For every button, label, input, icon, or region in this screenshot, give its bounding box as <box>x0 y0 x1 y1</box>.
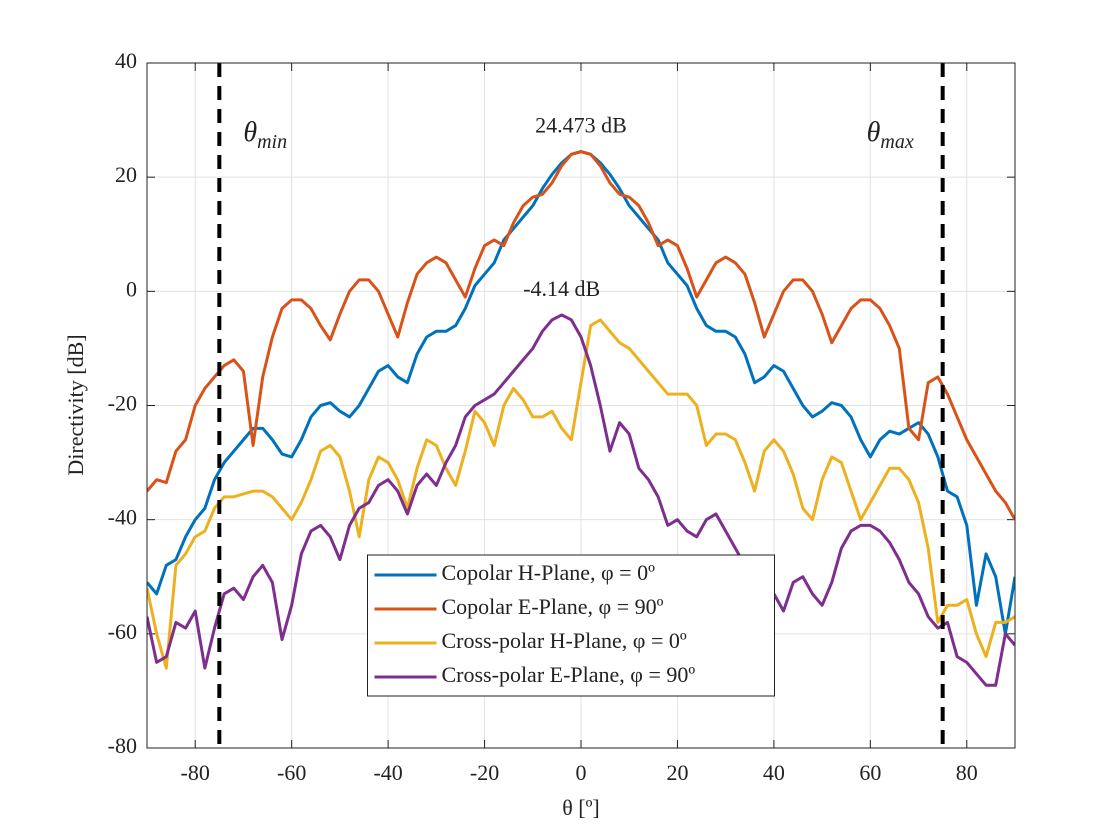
x-tick-label: -80 <box>181 760 210 785</box>
y-tick-label: -20 <box>108 391 137 416</box>
data-line <box>147 313 1015 687</box>
y-tick-label: 40 <box>115 48 137 73</box>
x-axis-label: θ [º] <box>562 795 600 820</box>
legend-label: Cross-polar H-Plane, φ = 0º <box>442 628 687 653</box>
limit-symbol: θ <box>867 117 881 148</box>
limit-label: θmax <box>867 117 914 152</box>
data-line <box>147 318 1015 670</box>
y-tick-label: -40 <box>108 505 137 530</box>
x-tick-label: 40 <box>763 760 785 785</box>
legend-label: Copolar H-Plane, φ = 0º <box>442 560 656 585</box>
y-tick-label: -80 <box>108 733 137 758</box>
x-tick-label: -20 <box>470 760 499 785</box>
x-tick-label: 20 <box>666 760 688 785</box>
x-tick-label: -40 <box>373 760 402 785</box>
x-tick-label: -60 <box>277 760 306 785</box>
limit-label: θmin <box>243 117 287 152</box>
y-tick-label: 20 <box>115 162 137 187</box>
x-tick-label: 60 <box>859 760 881 785</box>
y-axis-label: Directivity [dB] <box>63 334 88 475</box>
x-tick-label: 80 <box>956 760 978 785</box>
x-tick-label: 0 <box>576 760 587 785</box>
plot-area <box>147 150 1015 687</box>
y-tick-label: 0 <box>126 276 137 301</box>
annotation: 24.473 dB <box>535 113 627 138</box>
legend-label: Cross-polar E-Plane, φ = 90º <box>442 662 696 687</box>
plot-frame <box>146 62 1016 749</box>
legend-box <box>367 554 775 697</box>
annotation: -4.14 dB <box>523 276 600 301</box>
limit-symbol: θ <box>243 117 257 148</box>
limit-subscript: min <box>257 131 287 153</box>
data-line <box>147 150 1015 521</box>
legend-label: Copolar E-Plane, φ = 90º <box>442 594 664 619</box>
limit-subscript: max <box>880 131 913 153</box>
y-tick-label: -60 <box>108 619 137 644</box>
